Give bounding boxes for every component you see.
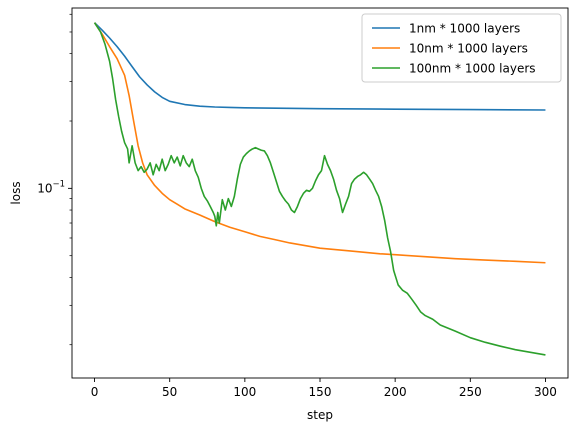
- series-line-1: [93, 22, 546, 111]
- x-tick-label: 250: [459, 385, 482, 399]
- x-tick-label: 100: [233, 385, 256, 399]
- x-tick-label: 50: [162, 385, 177, 399]
- x-axis-label: step: [307, 408, 333, 422]
- series-line-3: [93, 22, 546, 356]
- legend-label-1: 1nm * 1000 layers: [409, 22, 520, 36]
- x-tick-label: 200: [384, 385, 407, 399]
- legend-label-3: 100nm * 1000 layers: [409, 62, 536, 76]
- x-tick-label: 300: [534, 385, 557, 399]
- legend-frame: [361, 13, 562, 83]
- x-tick-label: 150: [309, 385, 332, 399]
- series-line-2: [93, 22, 546, 264]
- legend: 1nm * 1000 layers 10nm * 1000 layers 100nm…: [361, 13, 562, 83]
- legend-label-2: 10nm * 1000 layers: [409, 42, 528, 56]
- series-layer: [93, 22, 546, 356]
- x-tick-label: 0: [91, 385, 99, 399]
- y-axis-label: loss: [9, 181, 23, 204]
- x-axis: 0 50 100 150 200 250 300: [91, 378, 557, 399]
